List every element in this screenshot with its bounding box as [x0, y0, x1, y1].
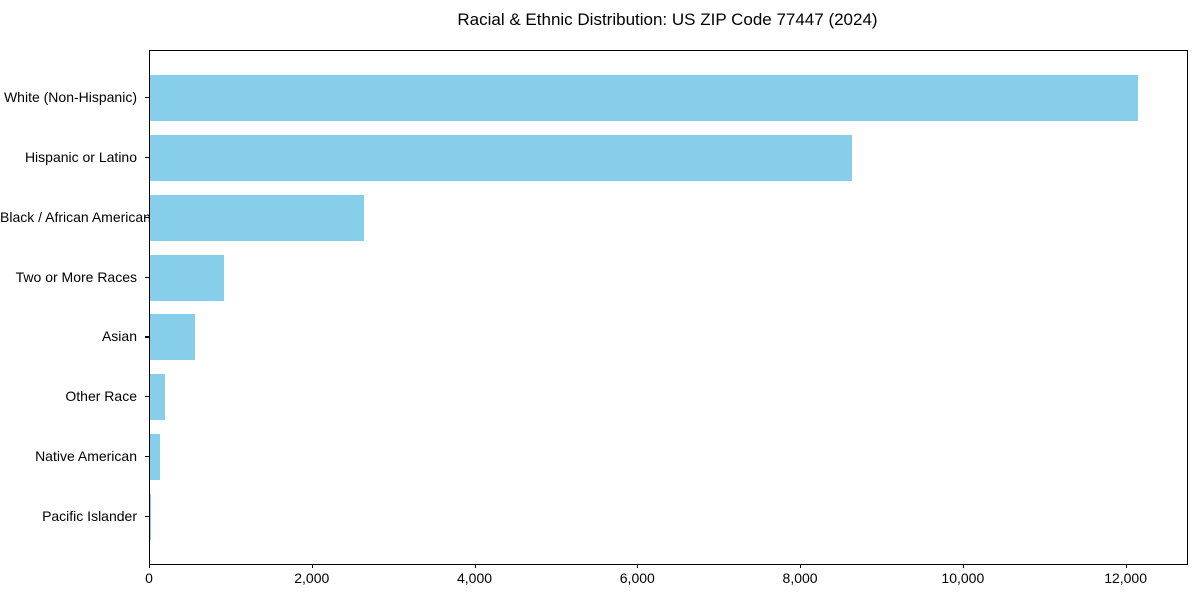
y-tick-label-asian: Asian	[101, 328, 137, 345]
y-tick-label-native-american: Native American	[35, 448, 137, 465]
bar-asian	[150, 314, 196, 361]
x-tick-mark	[637, 564, 639, 568]
y-tick-mark	[145, 396, 149, 398]
y-tick-mark	[145, 276, 149, 278]
bar-hispanic-or-latino	[150, 134, 852, 181]
x-tick-mark	[1125, 564, 1127, 568]
x-tick-label-2000: 2,000	[294, 570, 330, 586]
bar-native-american	[150, 434, 161, 481]
y-tick-mark	[145, 156, 149, 159]
y-tick-mark	[145, 515, 149, 518]
y-tick-label-other-race: Other Race	[65, 388, 137, 405]
plot-area	[149, 50, 1188, 565]
bar-other-race	[150, 374, 165, 421]
bar-two-or-more-races	[150, 254, 225, 301]
y-tick-mark	[145, 456, 149, 458]
x-tick-label-6000: 6,000	[619, 570, 655, 586]
y-tick-label-black-african-american: Black / African American	[0, 208, 151, 225]
x-tick-label-8000: 8,000	[782, 570, 818, 586]
y-tick-mark	[145, 97, 149, 99]
y-tick-label-two-or-more-races: Two or More Races	[15, 268, 137, 285]
y-tick-mark	[145, 336, 149, 338]
y-tick-label-white-non-hispanic: White (Non-Hispanic)	[3, 89, 137, 105]
y-tick-mark	[145, 216, 149, 218]
x-tick-label-12000: 12,000	[1104, 570, 1148, 586]
x-tick-mark	[800, 564, 802, 568]
y-tick-label-pacific-islander: Pacific Islander	[42, 507, 137, 524]
x-tick-label-10000: 10,000	[941, 570, 985, 586]
y-tick-label-hispanic-or-latino: Hispanic or Latino	[24, 148, 137, 165]
x-tick-mark	[311, 564, 313, 568]
x-tick-mark	[474, 564, 476, 568]
bar-white-non-hispanic	[150, 75, 1138, 121]
x-tick-mark	[149, 564, 151, 568]
x-tick-label-0: 0	[145, 570, 153, 586]
x-tick-label-4000: 4,000	[457, 570, 493, 586]
chart-title: Racial & Ethnic Distribution: US ZIP Cod…	[457, 10, 878, 29]
x-tick-mark	[962, 564, 965, 568]
bar-black-african-american	[150, 194, 365, 241]
